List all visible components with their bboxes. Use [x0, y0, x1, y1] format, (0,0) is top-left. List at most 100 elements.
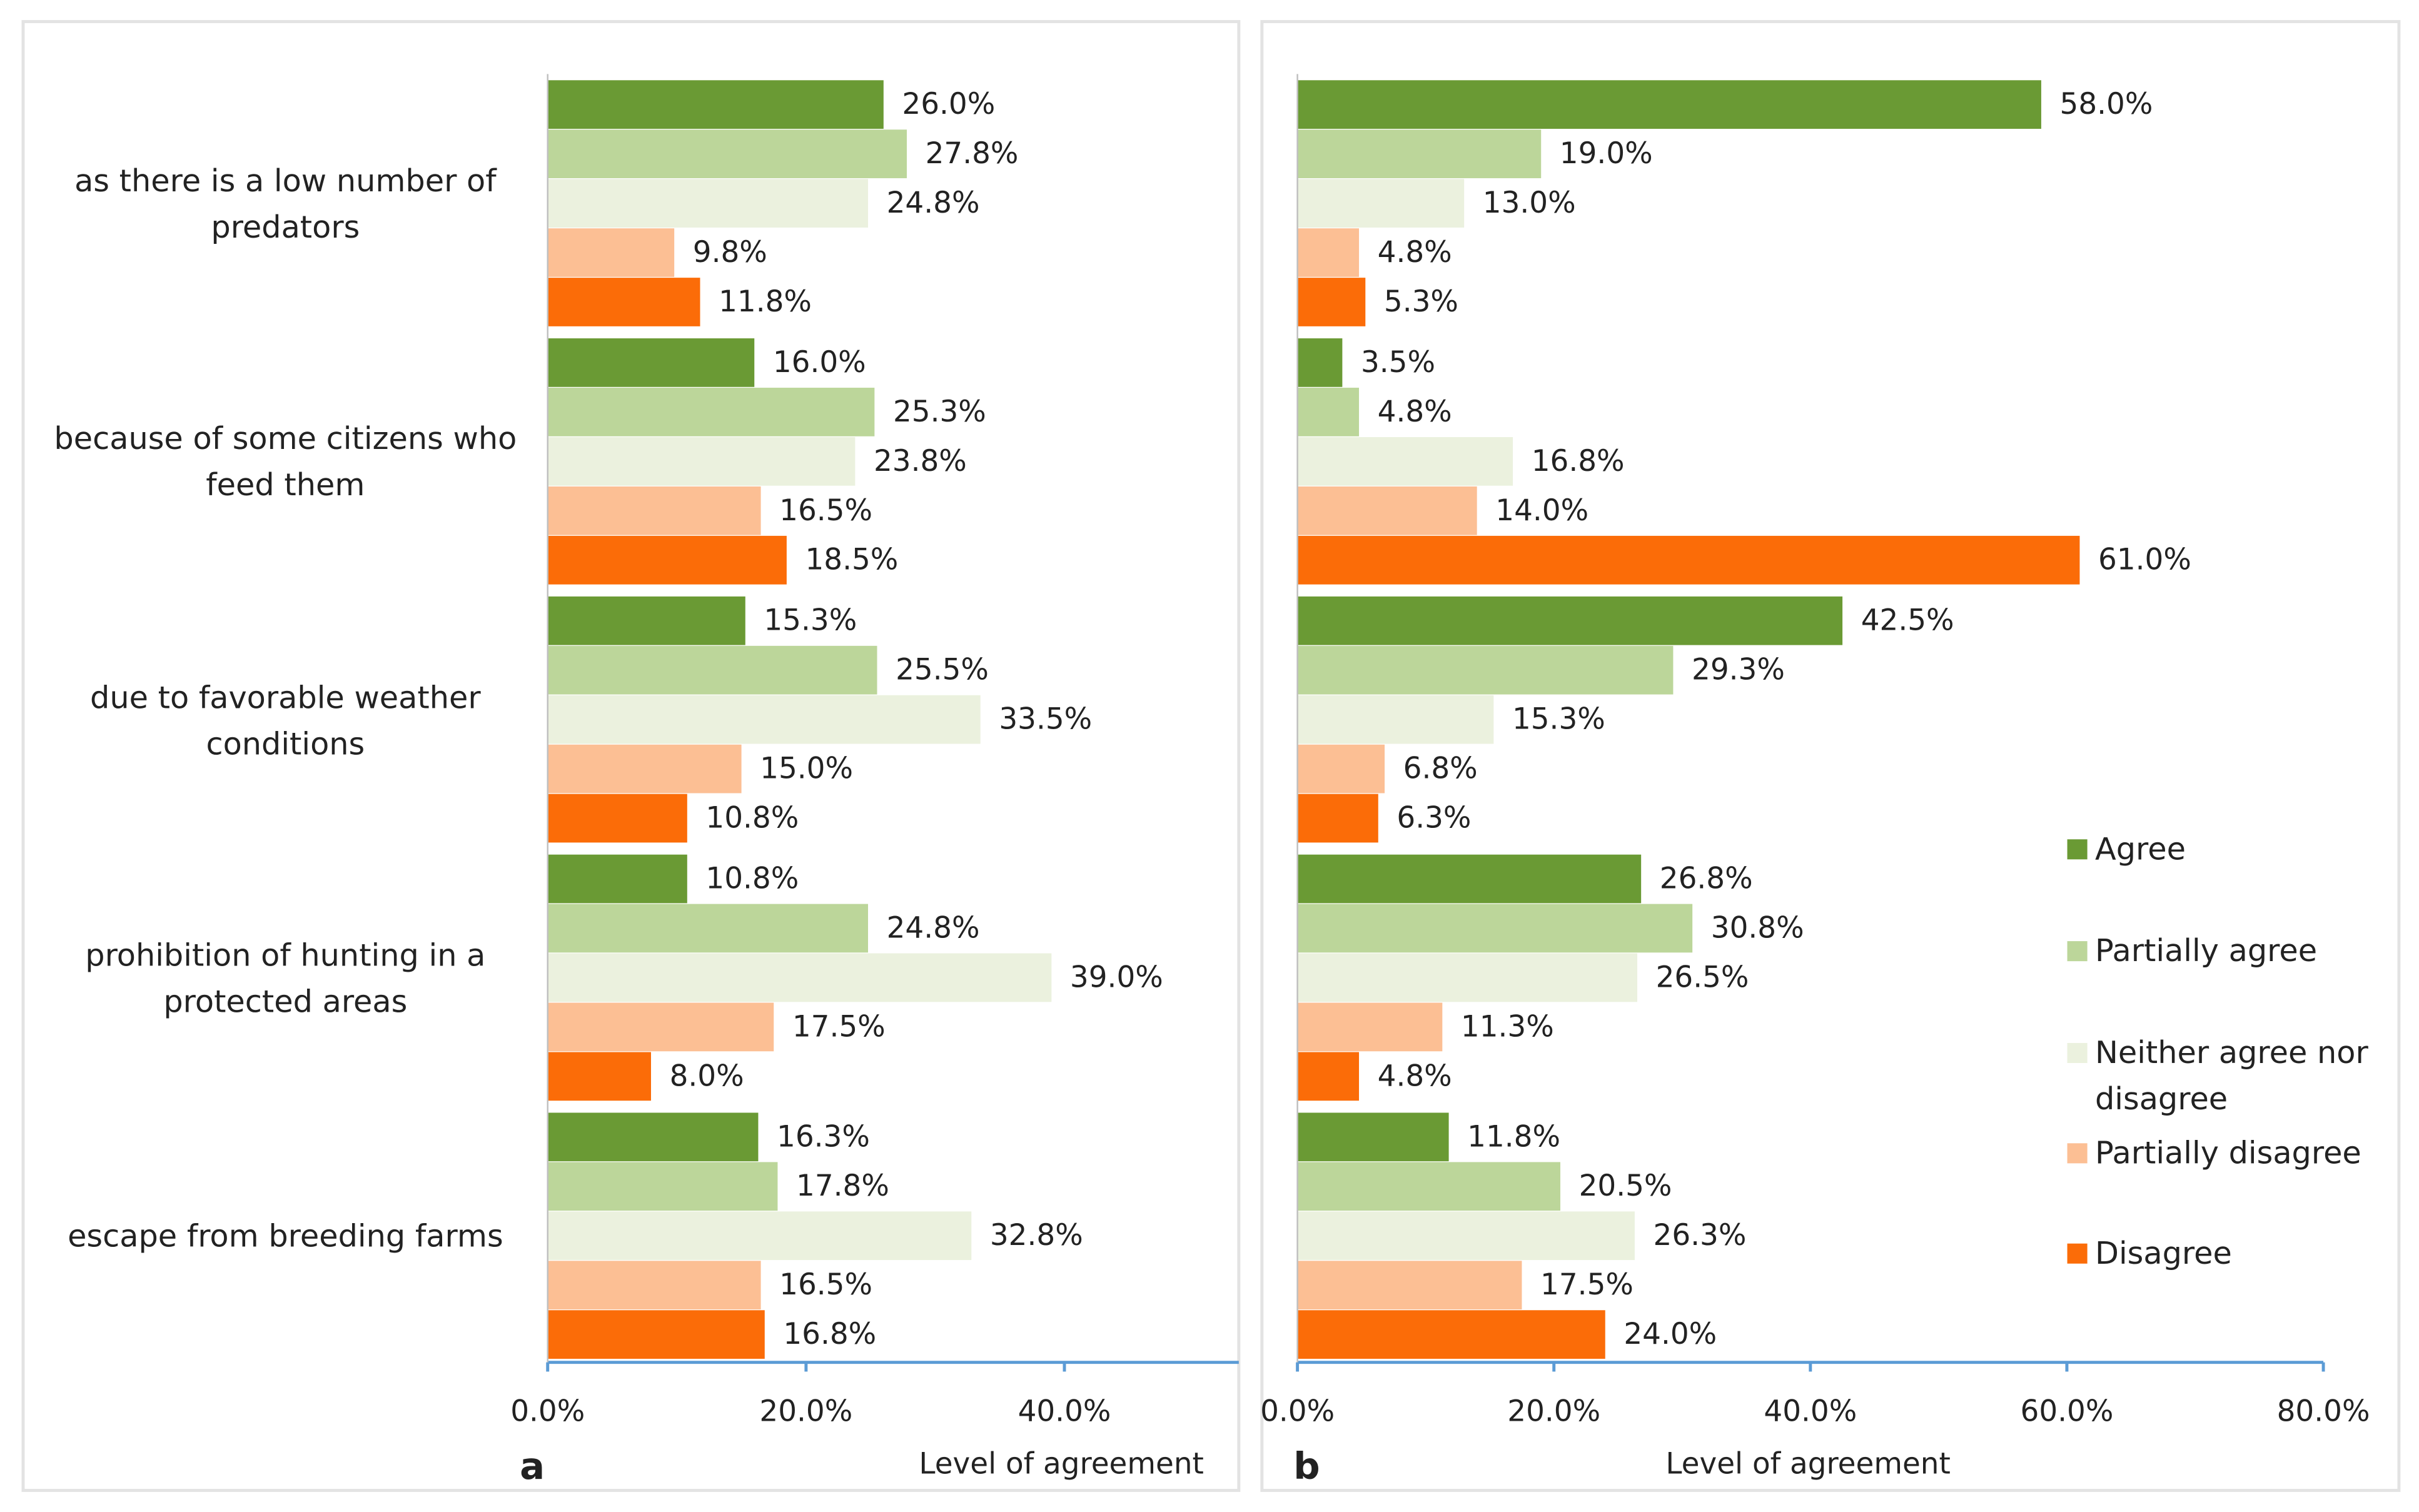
- bar: [547, 596, 745, 645]
- x-tick-label: 0.0%: [1260, 1394, 1335, 1429]
- value-label: 4.8%: [1378, 395, 1452, 429]
- value-label: 10.8%: [705, 861, 799, 895]
- bar: [1297, 744, 1385, 794]
- bar: [547, 486, 761, 535]
- legend-swatch: [2067, 1042, 2088, 1064]
- bar: [1297, 1112, 1449, 1162]
- x-tick-label: 40.0%: [1764, 1394, 1857, 1429]
- legend-label: Neither agree nor disagree: [2094, 1034, 2368, 1117]
- value-label: 16.3%: [777, 1119, 870, 1154]
- category-label-wrap: escape from breeding farms: [39, 1174, 532, 1298]
- category-label-box: because of some citizens who feed them: [54, 420, 517, 504]
- bar: [1297, 388, 1360, 436]
- bar: [547, 1052, 651, 1101]
- value-label: 17.8%: [796, 1169, 889, 1203]
- legend-swatch: [2067, 941, 2088, 962]
- category-label-box: prohibition of hunting in a protected ar…: [39, 916, 532, 1039]
- category-label: due to favorable weather conditions: [90, 678, 481, 762]
- legend-label-wrap: Neither agree nor disagree: [2095, 1029, 2388, 1128]
- value-label: 16.8%: [783, 1317, 876, 1351]
- bar: [547, 436, 856, 486]
- bar: [547, 904, 869, 953]
- value-label: 14.0%: [1495, 493, 1588, 528]
- legend-label-wrap: Partially disagree: [2095, 1129, 2388, 1228]
- bar: [1297, 645, 1674, 695]
- x-axis-label: Level of agreement: [919, 1446, 1204, 1481]
- bar: [1297, 596, 1843, 645]
- bar: [547, 953, 1052, 1002]
- value-label: 9.8%: [693, 235, 767, 270]
- value-label: 15.3%: [1512, 702, 1605, 737]
- bar: [1297, 1261, 1522, 1310]
- value-label: 16.8%: [1532, 444, 1625, 478]
- bar: [547, 1310, 765, 1359]
- bar: [547, 278, 700, 326]
- value-label: 58.0%: [2060, 87, 2153, 121]
- value-label: 26.0%: [902, 87, 995, 121]
- value-label: 19.0%: [1560, 136, 1653, 171]
- bar: [1297, 695, 1494, 744]
- bar: [1297, 535, 2080, 585]
- value-label: 13.0%: [1483, 186, 1576, 220]
- legend-label-box: Agree: [2095, 825, 2388, 924]
- category-label-box: escape from breeding farms: [39, 1174, 532, 1298]
- value-label: 4.8%: [1378, 1059, 1452, 1093]
- value-label: 6.8%: [1403, 752, 1478, 786]
- bar: [1297, 1211, 1635, 1261]
- x-tick-label: 40.0%: [1018, 1394, 1111, 1429]
- bar: [547, 80, 884, 129]
- bar: [1297, 338, 1343, 387]
- value-label: 24.8%: [887, 910, 980, 945]
- value-label: 26.5%: [1656, 960, 1749, 994]
- category-label-wrap: due to favorable weather conditions: [39, 658, 532, 782]
- value-label: 30.8%: [1711, 910, 1804, 945]
- value-label: 24.0%: [1624, 1317, 1717, 1351]
- value-label: 16.0%: [773, 345, 866, 380]
- bar: [1297, 1002, 1443, 1052]
- legend-label-box: Partially agree: [2095, 932, 2317, 969]
- panel-frame: [21, 20, 1241, 1492]
- legend-label-box: Partially disagree: [2095, 1129, 2388, 1228]
- value-label: 4.8%: [1378, 235, 1452, 270]
- bar: [547, 1162, 778, 1211]
- value-label: 11.8%: [1467, 1119, 1560, 1154]
- value-label: 5.3%: [1384, 285, 1458, 319]
- value-label: 25.3%: [893, 395, 986, 429]
- category-label-wrap: prohibition of hunting in a protected ar…: [39, 916, 532, 1039]
- bar: [1297, 904, 1693, 953]
- bar: [547, 338, 755, 387]
- value-label: 18.5%: [805, 543, 898, 577]
- x-axis-label: Level of agreement: [1665, 1446, 1951, 1481]
- bar: [1297, 179, 1465, 228]
- category-label-box: as there is a low number of predators: [74, 162, 497, 246]
- x-tick-label: 20.0%: [1507, 1394, 1600, 1429]
- bar: [547, 388, 875, 436]
- bar: [547, 1112, 759, 1162]
- bar: [547, 129, 907, 178]
- bar: [1297, 1052, 1360, 1101]
- value-label: 42.5%: [1861, 603, 1954, 638]
- category-label: escape from breeding farms: [68, 1217, 503, 1255]
- category-label: as there is a low number of predators: [74, 162, 497, 246]
- category-label: prohibition of hunting in a protected ar…: [85, 936, 486, 1020]
- value-label: 15.0%: [760, 752, 853, 786]
- bar: [547, 1002, 774, 1052]
- bar: [547, 744, 742, 794]
- bar: [547, 1211, 972, 1261]
- value-label: 15.3%: [764, 603, 857, 638]
- legend-label-box: Neither agree nor disagree: [2095, 1029, 2388, 1128]
- bar: [547, 645, 877, 695]
- value-label: 17.5%: [1540, 1268, 1634, 1302]
- panel-label: a: [520, 1444, 545, 1488]
- panel-label: b: [1293, 1444, 1320, 1488]
- legend-swatch: [2067, 839, 2088, 860]
- category-label: because of some citizens who feed them: [54, 420, 517, 504]
- legend-label-wrap: Agree: [2095, 825, 2388, 924]
- value-label: 32.8%: [990, 1218, 1083, 1252]
- value-label: 3.5%: [1361, 345, 1435, 380]
- bar: [1297, 794, 1378, 843]
- value-label: 24.8%: [887, 186, 980, 220]
- bar: [1297, 1162, 1560, 1211]
- category-label-box: due to favorable weather conditions: [39, 658, 532, 782]
- legend-label-box: Disagree: [2095, 1234, 2232, 1271]
